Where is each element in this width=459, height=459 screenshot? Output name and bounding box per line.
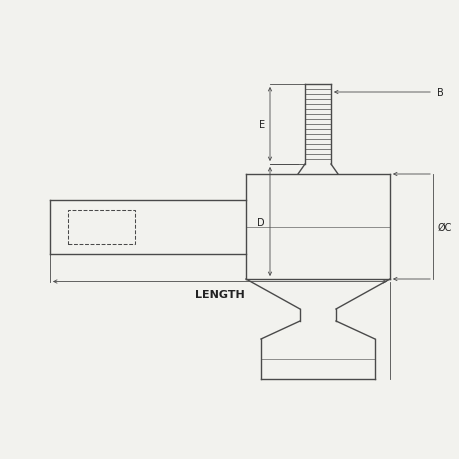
Bar xyxy=(68,210,134,244)
Text: B: B xyxy=(436,88,443,98)
Text: LENGTH: LENGTH xyxy=(195,290,244,300)
Text: D: D xyxy=(257,217,264,227)
Text: E: E xyxy=(258,120,264,130)
Text: ØC: ØC xyxy=(437,222,451,232)
